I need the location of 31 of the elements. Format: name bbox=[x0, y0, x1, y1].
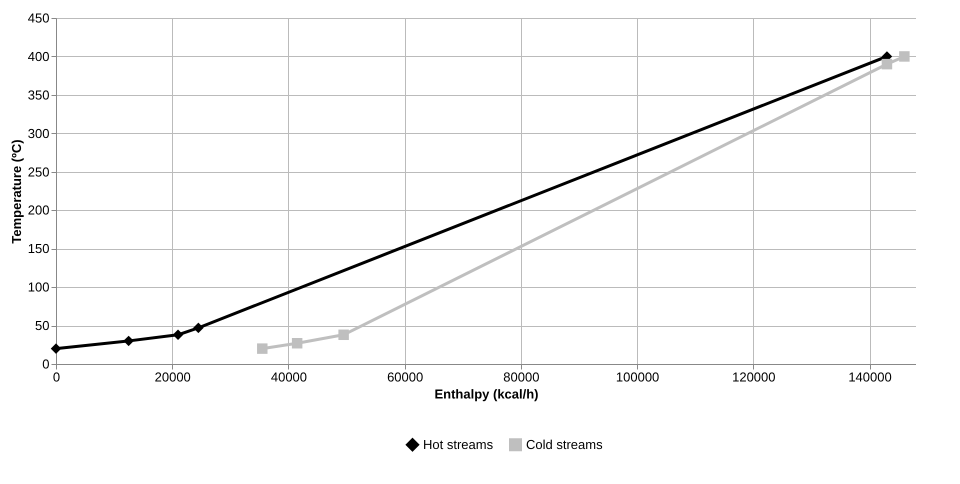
x-tick-label: 40000 bbox=[270, 370, 308, 384]
point bbox=[123, 336, 134, 346]
x-tick-label: 120000 bbox=[732, 370, 776, 384]
point bbox=[882, 58, 892, 70]
y-tick-label: 400 bbox=[28, 48, 50, 64]
point bbox=[899, 51, 910, 62]
legend-label: Cold streams bbox=[526, 436, 604, 452]
x-tick-label: 20000 bbox=[154, 370, 191, 384]
point bbox=[172, 330, 184, 340]
x-tick-label: 80000 bbox=[503, 370, 540, 384]
y-tick-label: 50 bbox=[35, 318, 50, 334]
y-tick-label: 350 bbox=[28, 87, 50, 102]
point bbox=[193, 322, 204, 334]
point bbox=[257, 343, 268, 354]
x-tick-label: 60000 bbox=[387, 370, 424, 384]
y-tick-label: 0 bbox=[42, 356, 50, 372]
y-tick-label: 150 bbox=[28, 241, 50, 256]
y-tick-label: 450 bbox=[28, 10, 50, 26]
point bbox=[50, 343, 62, 354]
x-tick-label: 100000 bbox=[616, 370, 660, 384]
y-tick-label: 100 bbox=[28, 280, 50, 295]
y-tick-label: 300 bbox=[28, 126, 50, 141]
x-tick-label: 0 bbox=[52, 370, 60, 384]
point bbox=[292, 338, 302, 348]
y-tick-label: 250 bbox=[28, 164, 50, 180]
x-axis-title: Enthalpy (kcal/h) bbox=[434, 386, 539, 402]
y-tick-label: 200 bbox=[28, 202, 50, 218]
x-tick-label: 140000 bbox=[848, 370, 892, 384]
y-axis-title: Temperature (ºC) bbox=[8, 139, 24, 244]
legend-label: Hot streams bbox=[423, 436, 494, 452]
point bbox=[338, 330, 349, 340]
